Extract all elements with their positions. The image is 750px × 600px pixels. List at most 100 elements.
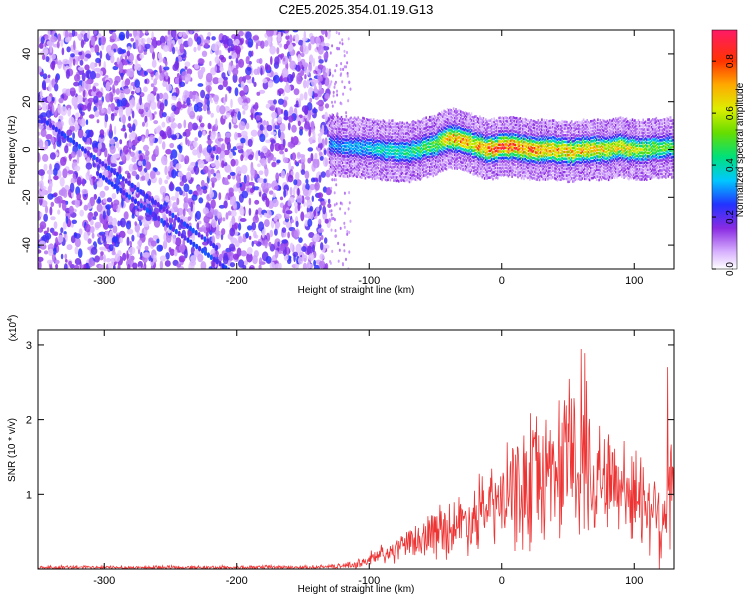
spectrogram-noise-cell — [46, 169, 54, 175]
spectrogram-noise-cell — [248, 148, 253, 153]
spectrogram-noise-cell — [77, 128, 84, 139]
spectrogram-noise-cell — [136, 63, 142, 71]
spectrogram-noise-cell — [317, 64, 324, 70]
spectrogram-signal-cell — [439, 170, 442, 173]
spectrogram-noise-cell — [309, 137, 313, 145]
spectrogram-noise-cell — [117, 263, 121, 269]
spectrogram-noise-cell — [194, 229, 198, 236]
spectrogram-noise-cell — [229, 171, 236, 176]
spectrogram-noise-cell — [60, 39, 64, 47]
spectrogram-noise-cell — [69, 87, 76, 92]
spectrogram-noise-cell — [66, 46, 71, 53]
spectrogram-noise-cell — [317, 90, 322, 98]
spectrogram-noise-cell — [143, 102, 150, 112]
spectrogram-noise-cell — [252, 255, 258, 265]
spectrogram-noise-cell — [107, 179, 111, 185]
spectrogram-noise-cell — [176, 263, 182, 268]
spectrogram-signal-cell — [392, 119, 394, 122]
spectrogram-noise-cell — [206, 252, 210, 258]
spectrogram-noise-cell — [57, 33, 62, 42]
spectrogram-noise-cell — [270, 131, 277, 135]
spectrogram-noise-cell — [185, 223, 190, 229]
spectrogram-noise-cell — [127, 180, 131, 186]
spectrogram-noise-cell — [144, 79, 148, 84]
spectrogram-noise-cell — [99, 129, 105, 136]
spectrogram-noise-cell — [345, 111, 348, 115]
spectrogram-noise-cell — [38, 169, 45, 176]
spectrogram-noise-cell — [149, 113, 153, 121]
spectrogram-noise-cell — [346, 74, 349, 78]
spectrogram-noise-cell — [272, 157, 277, 162]
spectrogram-signal-cell — [427, 175, 430, 179]
spectrogram-noise-cell — [171, 226, 175, 233]
spectrogram-noise-cell — [92, 160, 95, 167]
spectrogram-noise-cell — [105, 236, 113, 244]
spectrogram-noise-cell — [135, 87, 141, 93]
spectrogram-noise-cell — [311, 195, 314, 202]
spectrogram-noise-cell — [197, 45, 201, 51]
spectrogram-noise-cell — [197, 232, 201, 238]
spectrogram-noise-cell — [215, 154, 219, 161]
spectrogram-noise-cell — [179, 43, 185, 54]
spectrogram-noise-cell — [318, 198, 325, 202]
spectrogram-noise-cell — [281, 67, 289, 78]
spectrogram-noise-cell — [46, 259, 54, 265]
spectrogram-noise-cell — [111, 236, 118, 243]
spectrogram-noise-cell — [295, 100, 299, 108]
spectrogram-noise-cell — [279, 75, 283, 82]
spectrogram-noise-cell — [45, 134, 53, 140]
spectrogram-noise-cell — [261, 229, 265, 239]
spectrogram-noise-cell — [172, 46, 176, 55]
spectrogram-noise-cell — [120, 152, 126, 161]
spectrogram-noise-cell — [114, 253, 121, 262]
spectrogram-signal-cell — [334, 174, 337, 177]
spectrogram-noise-cell — [90, 226, 95, 234]
spectrogram-noise-cell — [291, 152, 297, 161]
spectrogram-noise-cell — [60, 156, 67, 166]
spectrogram-noise-cell — [157, 215, 161, 222]
spectrogram-noise-cell — [271, 161, 277, 168]
spectrogram-noise-cell — [113, 125, 117, 135]
spectrogram-noise-cell — [218, 253, 223, 262]
spectrogram-noise-cell — [336, 93, 339, 97]
spectrogram-noise-cell — [332, 94, 335, 98]
spectrogram-noise-cell — [318, 59, 324, 64]
spectrogram-noise-cell — [110, 113, 115, 121]
spectrogram-noise-cell — [331, 100, 333, 104]
spectrogram-noise-cell — [153, 78, 158, 86]
spectrogram-noise-cell — [95, 57, 102, 64]
spectrogram-noise-cell — [170, 122, 178, 129]
spectrogram-noise-cell — [106, 197, 113, 203]
spectrogram-noise-cell — [169, 181, 174, 191]
spectrogram-noise-cell — [339, 101, 342, 105]
spectrogram-noise-cell — [295, 64, 301, 72]
spectrogram-noise-cell — [126, 228, 134, 235]
spectrogram-noise-cell — [313, 93, 318, 98]
spectrogram-noise-cell — [239, 207, 245, 216]
spectrogram-noise-cell — [177, 122, 182, 129]
spectrogram-noise-cell — [192, 149, 198, 156]
spectrogram-noise-cell — [69, 182, 75, 193]
spectrogram-noise-cell — [211, 36, 216, 41]
spectrogram-noise-cell — [303, 91, 308, 101]
spectrogram-noise-cell — [96, 52, 100, 56]
spectrogram-noise-cell — [284, 148, 288, 153]
spectrogram-noise-cell — [70, 151, 76, 158]
spectrogram-noise-cell — [248, 207, 252, 216]
spectrogram-noise-cell — [77, 66, 84, 71]
spectrogram-noise-cell — [57, 59, 63, 69]
spectrogram-noise-cell — [65, 69, 70, 79]
spectrogram-noise-cell — [318, 260, 326, 269]
spectrogram-noise-cell — [338, 248, 341, 252]
spectrogram-noise-cell — [63, 233, 67, 239]
spectrogram-noise-cell — [85, 162, 93, 170]
spectrogram-noise-cell — [312, 57, 316, 67]
spectrogram-noise-cell — [164, 99, 168, 107]
spectrogram-noise-cell — [267, 80, 274, 88]
spectrogram-noise-cell — [273, 185, 279, 190]
spectrogram-noise-cell — [198, 197, 204, 204]
spectrogram-noise-cell — [200, 89, 206, 99]
spectrogram-noise-cell — [196, 185, 202, 192]
spectrogram-noise-cell — [151, 251, 154, 259]
spectrogram-noise-cell — [43, 118, 47, 124]
